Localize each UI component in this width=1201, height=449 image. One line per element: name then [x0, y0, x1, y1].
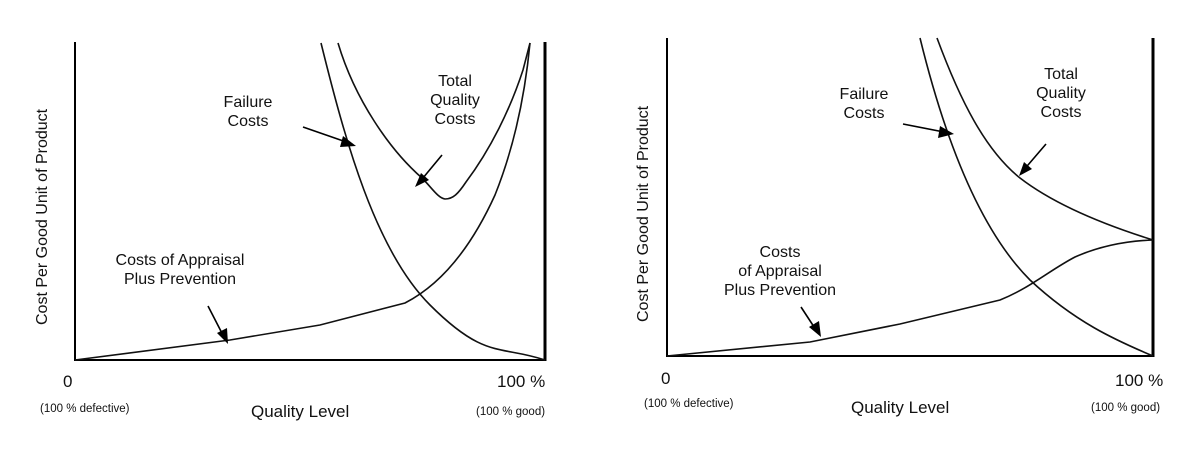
right-x-min-tick: 0	[661, 369, 671, 388]
right-x-max-note: (100 % good)	[1091, 402, 1161, 414]
right-failure-arrowhead	[938, 126, 954, 138]
right-total-quality-costs-label: Total Quality Costs	[1036, 66, 1086, 121]
right-total-quality-costs-curve	[936, 37, 1154, 241]
right-appraisal-costs-curve	[666, 239, 1154, 357]
left-total-quality-costs-curve	[337, 42, 531, 200]
left-x-min-note: (100 % defective)	[40, 403, 130, 415]
left-x-min-tick: 0	[63, 372, 73, 391]
left-appraisal-costs-label: Costs of Appraisal Plus Prevention	[115, 252, 245, 288]
left-appraisal-arrowhead	[217, 328, 228, 344]
right-appraisal-costs-label: Costs of Appraisal Plus Prevention	[723, 244, 837, 299]
left-total-quality-costs-label: Total Quality Costs	[430, 73, 480, 128]
right-diagram: Failure Costs Total Quality Costs Costs of A…	[600, 0, 1201, 449]
left-y-axis-title: Cost Per Good Unit of Product	[34, 108, 51, 325]
left-appraisal-costs-curve	[74, 42, 531, 361]
left-failure-costs-curve	[320, 42, 546, 361]
left-x-max-tick: 100 %	[497, 372, 546, 391]
right-failure-costs-curve	[919, 37, 1154, 357]
left-x-max-note: (100 % good)	[476, 406, 546, 418]
right-x-max-tick: 100 %	[1115, 371, 1164, 390]
right-x-min-note: (100 % defective)	[644, 398, 734, 410]
right-x-axis-title: Quality Level	[851, 398, 950, 417]
left-failure-costs-label: Failure Costs	[223, 94, 273, 130]
right-total-arrowhead	[1019, 162, 1032, 176]
left-total-arrowhead	[415, 173, 429, 187]
left-diagram: Failure Costs Total Quality Costs Costs of …	[0, 0, 600, 449]
right-failure-costs-label: Failure Costs	[839, 86, 889, 122]
left-diagram-graphic	[74, 42, 547, 361]
left-x-axis-title: Quality Level	[251, 402, 350, 421]
right-y-axis-title: Cost Per Good Unit of Product	[635, 105, 652, 322]
right-diagram-graphic	[666, 37, 1155, 357]
right-appraisal-arrowhead	[809, 321, 821, 337]
left-failure-arrowhead	[340, 136, 356, 147]
